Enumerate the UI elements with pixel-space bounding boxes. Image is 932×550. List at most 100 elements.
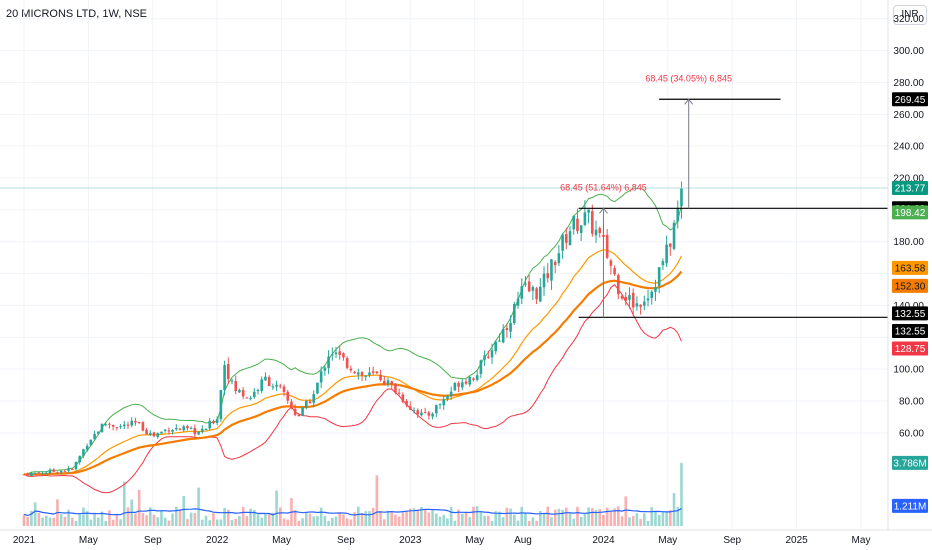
price-badge: 213.77 — [895, 183, 926, 194]
volume-bar — [386, 510, 390, 526]
candle-body — [282, 386, 286, 392]
volume-bar — [148, 507, 152, 526]
volume-bar — [152, 514, 156, 526]
candle-body — [360, 372, 364, 376]
candle-body — [245, 397, 249, 399]
candle-body — [160, 431, 163, 434]
volume-bar — [223, 507, 226, 526]
volume-bar — [468, 517, 472, 526]
candle-body — [349, 368, 353, 371]
volume-bar — [643, 513, 646, 526]
candle-body — [620, 295, 624, 299]
volume-bar — [383, 519, 386, 526]
candle-body — [126, 424, 130, 426]
upper-band-line — [23, 187, 682, 475]
candle-body — [557, 253, 561, 264]
candle-body — [301, 407, 304, 416]
candle-body — [524, 283, 527, 285]
measure-label: 68.45 (34.05%) 6,845 — [645, 73, 732, 83]
x-tick-label: May — [79, 535, 98, 546]
candle-body — [193, 427, 197, 435]
candle-body — [134, 420, 137, 423]
volume-bar — [513, 514, 516, 526]
volume-bar — [323, 515, 327, 526]
volume-bar — [327, 520, 330, 526]
candle-body — [431, 413, 434, 417]
volume-bar — [301, 518, 304, 526]
candle-body — [59, 470, 63, 473]
candle-body — [338, 351, 342, 355]
volume-bar — [405, 511, 408, 526]
volume-bar — [279, 507, 282, 526]
measure-arrow — [684, 98, 694, 105]
volume-bar — [650, 507, 654, 526]
volume-bar — [275, 490, 278, 526]
candle-body — [643, 301, 646, 306]
volume-bar — [475, 506, 479, 526]
candle-body — [186, 425, 189, 429]
volume-bar — [115, 514, 119, 526]
candle-body — [423, 412, 427, 414]
candle-body — [238, 389, 241, 393]
candle-body — [401, 394, 405, 403]
price-badge-bg — [892, 278, 928, 293]
volume-bar — [680, 462, 683, 526]
candle-body — [182, 426, 186, 431]
volume-bar — [345, 518, 349, 526]
candle-body — [449, 391, 453, 396]
candle-body — [635, 303, 639, 307]
volume-bar — [245, 516, 249, 526]
candle-body — [583, 212, 587, 225]
volume-bar — [249, 508, 252, 526]
candle-body — [531, 287, 535, 291]
volume-bar — [70, 517, 74, 526]
candle-body — [631, 292, 635, 308]
volume-bar — [390, 510, 394, 526]
candle-body — [275, 384, 278, 387]
candle-body — [308, 401, 312, 404]
price-badge-bg — [892, 323, 928, 338]
volume-bar — [178, 510, 182, 526]
candlesticks — [22, 181, 683, 477]
volume-bar — [368, 511, 371, 526]
currency-button[interactable]: INR — [893, 5, 927, 25]
candle-body — [657, 267, 661, 286]
volume-bar — [498, 511, 501, 526]
volume-bar — [338, 512, 342, 526]
volume-bar — [293, 510, 297, 526]
candle-body — [167, 430, 171, 432]
y-tick-label: 80.00 — [899, 397, 924, 408]
candle-body — [200, 428, 204, 432]
volume-bar — [501, 517, 505, 526]
volume-bar — [423, 509, 427, 526]
candle-body — [130, 420, 134, 426]
candle-body — [115, 427, 119, 429]
volume-bar — [453, 520, 457, 526]
candle-body — [420, 412, 423, 416]
x-tick-label: Sep — [337, 535, 355, 546]
volume-bar — [516, 520, 520, 526]
volume-bar — [100, 511, 104, 526]
time-axis[interactable]: 2021 May Sep 2022 May Sep 2023 May Aug 2024 May Sep… — [0, 529, 932, 546]
volume-bar — [82, 507, 85, 526]
candle-body — [446, 395, 449, 399]
candle-body — [271, 386, 275, 388]
volume-bar — [85, 511, 89, 526]
volume-bar — [553, 509, 557, 526]
candle-body — [215, 419, 219, 424]
volume-bar — [594, 510, 598, 526]
volume-bar — [156, 517, 160, 526]
candle-body — [669, 243, 672, 247]
x-tick-label: Aug — [514, 535, 532, 546]
volume-bar — [624, 496, 628, 526]
volume-bar — [141, 513, 145, 526]
candle-body — [197, 431, 200, 435]
candle-body — [457, 383, 460, 387]
volume-bar — [609, 512, 613, 526]
volume-bar — [401, 512, 405, 526]
y-tick-label: 220.00 — [893, 174, 924, 185]
volume-bar — [524, 512, 527, 526]
candle-body — [152, 432, 156, 437]
candle-body — [475, 375, 479, 380]
